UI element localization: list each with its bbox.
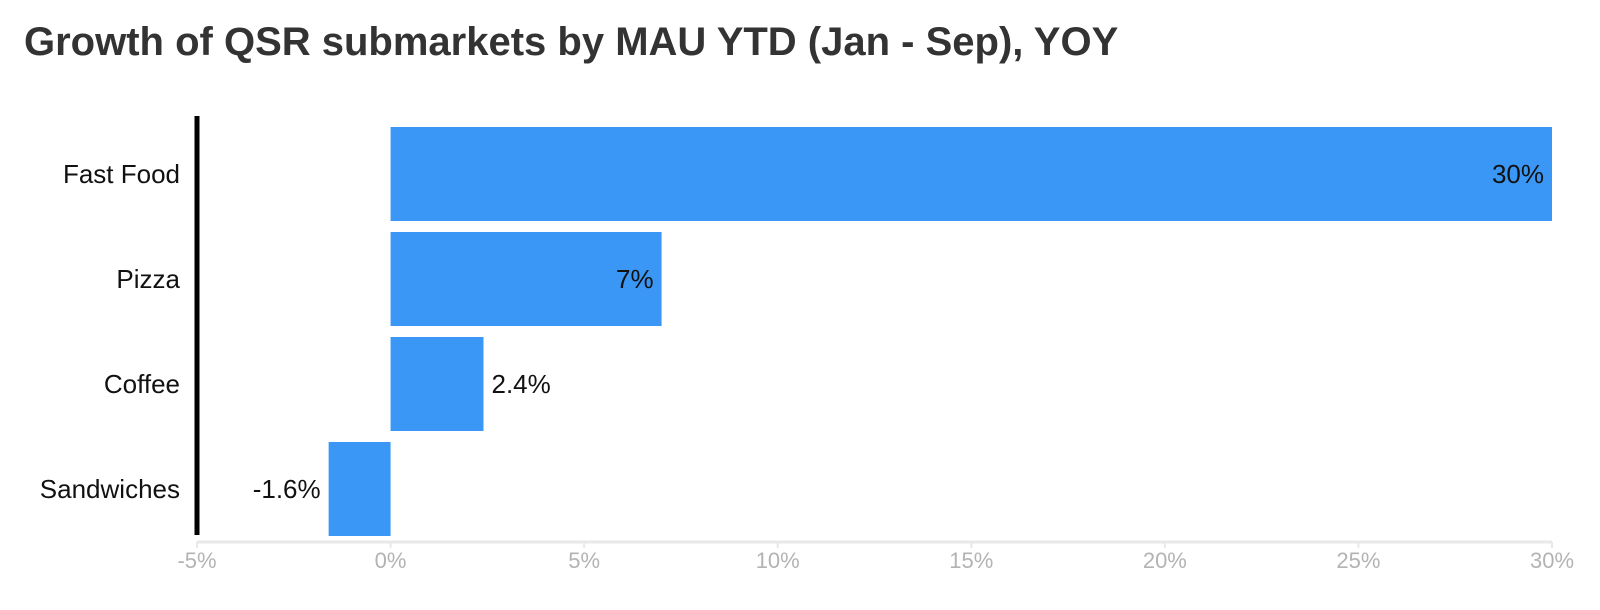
chart-title: Growth of QSR submarkets by MAU YTD (Jan…: [24, 20, 1119, 64]
bar-pizza: [390, 232, 662, 326]
x-tick-label: 5%: [568, 548, 600, 573]
x-tick-label: 25%: [1336, 548, 1380, 573]
labels-layer: Fast Food 30% Pizza 7% Coffee 2.4% Sandwiches -…: [40, 159, 1574, 573]
bar-sandwiches: [328, 442, 391, 536]
category-label-sandwiches: Sandwiches: [40, 474, 180, 504]
axes-layer: [194, 116, 1553, 548]
value-label-fast-food: 30%: [1492, 159, 1544, 189]
bars-layer: [328, 127, 1553, 536]
value-label-pizza: 7%: [616, 264, 654, 294]
x-tick-label: 30%: [1530, 548, 1574, 573]
category-label-pizza: Pizza: [116, 264, 180, 294]
x-tick-label: 20%: [1143, 548, 1187, 573]
category-label-coffee: Coffee: [104, 369, 180, 399]
x-tick-label: 10%: [756, 548, 800, 573]
x-tick-label: -5%: [177, 548, 216, 573]
bar-fast-food: [390, 127, 1553, 221]
bar-coffee: [390, 337, 484, 431]
x-tick-label: 15%: [949, 548, 993, 573]
value-label-coffee: 2.4%: [491, 369, 550, 399]
category-label-fast-food: Fast Food: [63, 159, 180, 189]
x-tick-label: 0%: [375, 548, 407, 573]
value-label-sandwiches: -1.6%: [253, 474, 321, 504]
